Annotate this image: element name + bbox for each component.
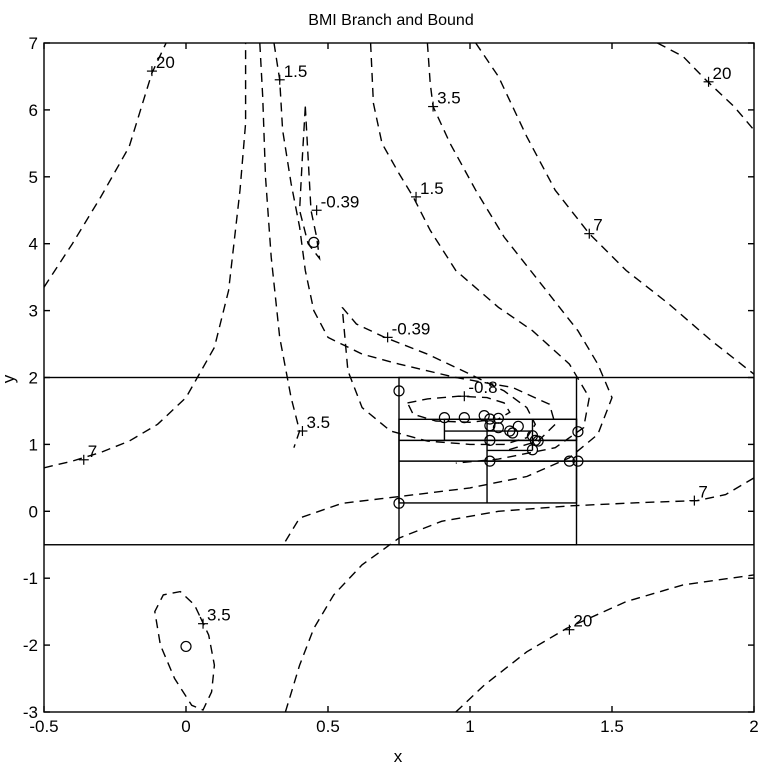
contour-line-20 — [44, 43, 167, 288]
circle-marker — [572, 455, 584, 467]
x-axis-label: x — [394, 747, 403, 766]
y-tick-label: 1 — [29, 435, 38, 454]
contour-line-neg0_8 — [406, 395, 511, 424]
contour-label: 3.5 — [207, 606, 231, 625]
circle-marker — [478, 410, 490, 422]
circle-marker — [512, 420, 524, 432]
contour-label: 3.5 — [437, 89, 461, 108]
contour-line-7 — [475, 43, 754, 375]
circle-marker — [458, 412, 470, 424]
x-tick-label: 0.5 — [316, 717, 340, 736]
circle-marker — [393, 497, 405, 509]
contour-label: 3.5 — [306, 413, 330, 432]
circle-marker — [180, 640, 192, 653]
contour-label: 20 — [573, 612, 592, 631]
contour-label-mark: 1.5 — [411, 179, 444, 202]
x-tick-label: 1.5 — [600, 717, 624, 736]
contour-label: 20 — [156, 53, 175, 72]
axis-ticks: -0.5 0 0.5 1 1.5 2 -3 -2 -1 0 1 2 3 4 5 6 7 — [23, 34, 758, 736]
contour-label-mark: 3.5 — [428, 89, 461, 112]
contour-label: -0.39 — [321, 192, 360, 211]
contour-label-mark: 3.5 — [198, 606, 231, 629]
contour-label: 7 — [88, 442, 97, 461]
y-tick-label: 7 — [29, 34, 38, 53]
y-tick-label: 0 — [29, 502, 38, 521]
contour-label-mark: -0.39 — [382, 319, 431, 343]
circle-marker — [504, 425, 516, 437]
contour-line-20 — [657, 43, 754, 131]
contour-line-neg0_39 — [341, 306, 537, 446]
circle-marker — [492, 422, 504, 434]
x-tick-label: 2 — [749, 717, 758, 736]
contour-label: 1.5 — [284, 62, 308, 81]
contour-label: 1.5 — [420, 179, 444, 198]
chart-title: BMI Branch and Bound — [308, 12, 473, 29]
circle-marker — [484, 420, 496, 432]
contour-label: 7 — [698, 483, 707, 502]
contour-line-1_5 — [369, 43, 591, 464]
contour-line-3_5 — [284, 43, 613, 542]
contour-line-7 — [284, 477, 754, 712]
contour-label-mark: 20 — [146, 53, 175, 77]
contour-label-mark: -0.8 — [459, 378, 498, 402]
circle-marker — [484, 455, 496, 467]
contour-line-3_5 — [154, 590, 216, 711]
contour-label-mark: 7 — [78, 442, 97, 465]
contour-line-7 — [44, 43, 247, 469]
contour-label-mark: 7 — [584, 216, 603, 239]
circle-marker — [484, 434, 496, 446]
circle-marker — [529, 434, 541, 446]
y-tick-label: 5 — [29, 168, 38, 187]
y-tick-label: -3 — [23, 703, 38, 722]
circle-marker — [563, 455, 576, 467]
x-tick-label: 1 — [465, 717, 474, 736]
contour-line-20 — [455, 574, 754, 712]
contour-label-mark: 20 — [564, 612, 592, 635]
circle-marker — [572, 426, 584, 438]
contour-line-neg0_39 — [298, 106, 321, 261]
circle-marker — [308, 236, 320, 248]
circle-marker — [393, 385, 405, 397]
contour-label-mark: -0.39 — [311, 192, 360, 216]
contour-label: -0.8 — [468, 378, 497, 397]
y-tick-label: -2 — [23, 636, 38, 655]
x-tick-label: -0.5 — [29, 717, 58, 736]
circle-marker — [492, 412, 504, 424]
y-tick-label: 2 — [29, 369, 38, 388]
circle-marker — [484, 413, 496, 425]
contour-label-mark: 7 — [689, 483, 708, 506]
y-tick-label: 6 — [29, 101, 38, 120]
contour-label-mark: 3.5 — [297, 413, 330, 437]
contour-label-mark: 1.5 — [274, 62, 308, 85]
contour-label-mark: 20 — [703, 64, 732, 87]
circle-marker — [506, 427, 519, 439]
circle-marker — [438, 412, 451, 424]
y-tick-label: -1 — [23, 569, 38, 588]
y-tick-label: 4 — [29, 235, 38, 254]
y-tick-label: 3 — [29, 302, 38, 321]
x-tick-label: 0 — [181, 717, 190, 736]
y-axis-label: y — [0, 374, 18, 383]
contour-label: 7 — [593, 216, 602, 235]
branch-box — [443, 418, 578, 442]
plot-area: 20 1.5 3.5 20 -0.39 1.5 7 -0.39 -0.8 3.5 7 7 3.5 20 — [44, 43, 754, 712]
contour-label: 20 — [713, 64, 732, 83]
contour-line-3_5 — [259, 43, 301, 448]
contour-label: -0.39 — [392, 319, 431, 338]
